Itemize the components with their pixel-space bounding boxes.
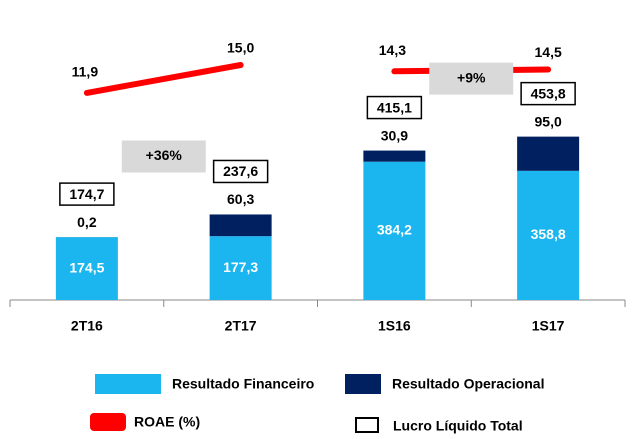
bar-segment bbox=[517, 136, 580, 171]
bar-segment bbox=[55, 237, 118, 300]
value-label: 177,3 bbox=[223, 259, 258, 275]
line-label: 14,3 bbox=[379, 42, 406, 58]
total-box bbox=[520, 81, 576, 106]
line-label: 11,9 bbox=[72, 64, 99, 80]
bar-segment bbox=[363, 150, 426, 162]
total-label: 415,1 bbox=[377, 99, 412, 115]
x-tick-label: 2T17 bbox=[225, 318, 257, 334]
legend-label: Resultado Financeiro bbox=[172, 376, 314, 392]
x-tick-label: 1S16 bbox=[378, 318, 411, 334]
value-label: 0,2 bbox=[77, 214, 97, 230]
legend-swatch bbox=[355, 417, 379, 433]
value-label: 384,2 bbox=[377, 222, 412, 238]
value-label: 174,5 bbox=[69, 259, 104, 275]
value-label: 95,0 bbox=[535, 113, 562, 129]
legend-swatch bbox=[95, 374, 161, 394]
annotation: +36% bbox=[146, 147, 183, 163]
legend: Resultado Financeiro Resultado Operacion… bbox=[90, 374, 544, 434]
x-tick-label: 1S17 bbox=[532, 318, 565, 334]
total-label: 237,6 bbox=[223, 163, 258, 179]
annotation-box bbox=[429, 62, 514, 95]
annotation: +9% bbox=[457, 69, 486, 85]
legend-label: Resultado Operacional bbox=[392, 376, 544, 392]
value-label: 60,3 bbox=[227, 191, 254, 207]
legend-label: Lucro Líquido Total bbox=[393, 418, 523, 434]
legend-swatch bbox=[345, 374, 381, 394]
value-label: 358,8 bbox=[531, 226, 566, 242]
bar-segment bbox=[363, 161, 426, 300]
legend-label: ROAE (%) bbox=[134, 414, 200, 430]
total-label: 174,7 bbox=[69, 186, 104, 202]
bar-segment bbox=[517, 170, 580, 300]
roae-line bbox=[83, 62, 244, 96]
line-label: 14,5 bbox=[535, 44, 562, 60]
bar-segment bbox=[209, 214, 272, 237]
line-label: 15,0 bbox=[227, 40, 254, 56]
x-tick-label: 2T16 bbox=[71, 318, 103, 334]
total-label: 453,8 bbox=[531, 85, 566, 101]
total-box bbox=[366, 95, 423, 120]
legend-swatch bbox=[90, 413, 126, 431]
total-box bbox=[212, 159, 269, 184]
bar-segment bbox=[209, 236, 272, 300]
value-label: 30,9 bbox=[381, 127, 408, 143]
total-box bbox=[59, 182, 115, 206]
annotation-box bbox=[121, 140, 206, 173]
